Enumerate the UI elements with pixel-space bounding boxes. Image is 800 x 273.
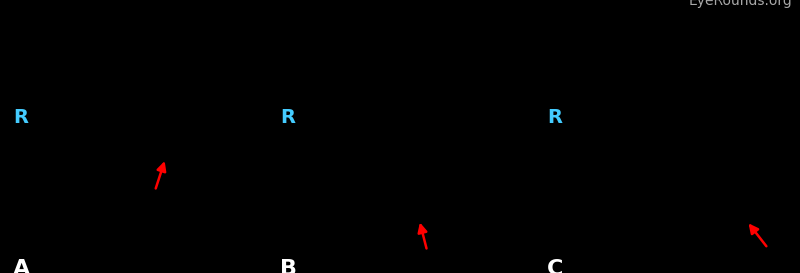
Text: B: B [280,259,298,273]
Text: A: A [14,259,30,273]
Text: EyeRounds.org: EyeRounds.org [688,0,792,8]
Text: R: R [280,108,295,127]
Text: R: R [547,108,562,127]
Text: C: C [547,259,564,273]
Text: R: R [14,108,28,127]
